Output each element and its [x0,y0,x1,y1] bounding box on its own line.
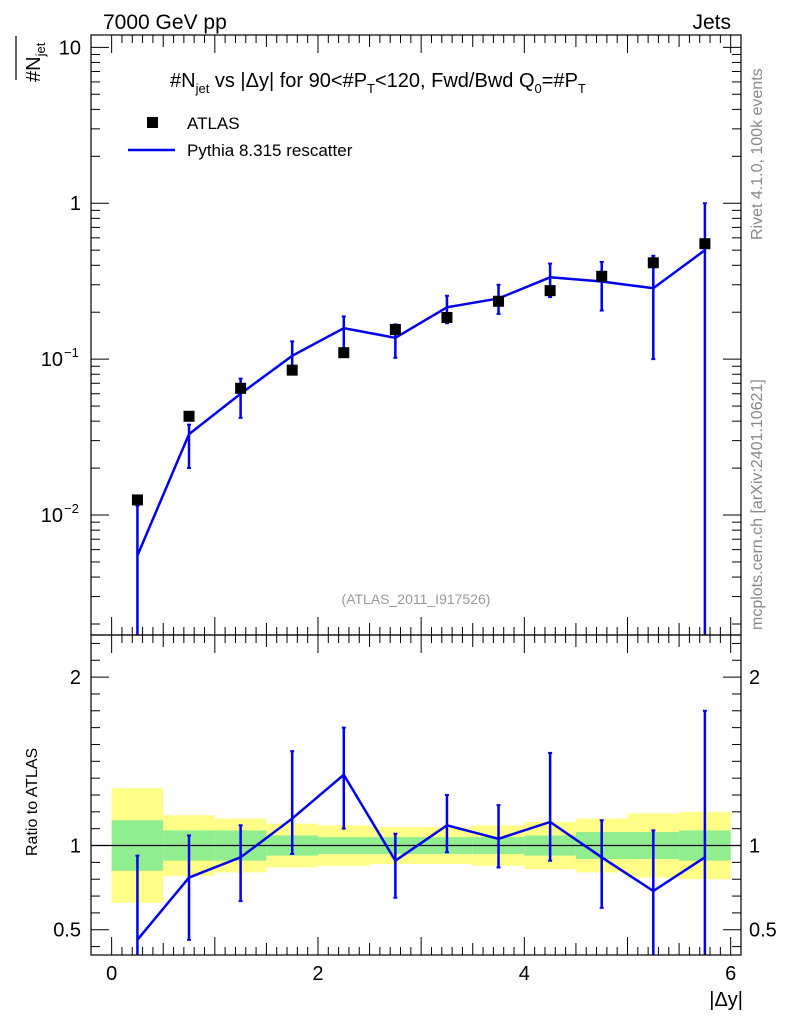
ratio-ytick-label-right-1: 1 [749,836,760,858]
main-ytick-label-1: 1 [70,193,81,215]
ratio-ylabel: Ratio to ATLAS [24,748,41,856]
ratio-ytick-label-left-2: 0.5 [53,920,81,942]
atlas-point-4 [338,347,350,359]
legend-atlas-marker [147,117,158,128]
legend-atlas-label: ATLAS [187,114,240,133]
main-panel-data [131,202,711,635]
header-right: Jets [692,11,731,34]
ratio-ytick-label-right-0: 2 [749,667,760,689]
ratio-panel-data [135,709,707,955]
atlas-point-2 [235,382,247,394]
atlas-point-7 [493,295,505,307]
ratio-ytick-label-right-2: 0.5 [749,920,777,942]
ratio-xlabel: |Δy| [709,989,743,1011]
main-ytick-exp-2: −1 [64,345,79,360]
xtick-label-0: 0 [106,963,117,985]
analysis-watermark: (ATLAS_2011_I917526) [342,591,491,607]
ratio-line [136,772,706,941]
main-ytick-label-2: 10 [41,349,63,371]
atlas-point-8 [544,285,556,297]
atlas-point-11 [699,238,711,250]
atlas-point-6 [441,311,453,323]
main-title: #Njet vs |Δy| for 90<#PT<120, Fwd/Bwd Q0… [170,70,586,96]
xtick-label-2: 4 [519,963,530,985]
atlas-point-9 [596,270,608,282]
xtick-label-3: 6 [725,963,736,985]
rivet-label: Rivet 4.1.0, 100k events [749,68,766,240]
ratio-ytick-label-left-0: 2 [70,667,81,689]
xtick-label-1: 2 [312,963,323,985]
ratio-ytick-label-left-1: 1 [70,836,81,858]
main-ytick-label-3: 10 [41,505,63,527]
ratio-frame [90,634,742,956]
legend-pythia-label: Pythia 8.315 rescatter [187,141,353,160]
main-ylabel: #Njet [23,42,48,82]
header-left: 7000 GeV pp [103,11,227,34]
main-ytick-label-0: 10 [59,37,81,59]
atlas-point-3 [286,364,298,376]
main-ytick-exp-3: −2 [64,501,79,516]
pythia-line [136,249,706,556]
mcplots-label: mcplots.cern.ch [arXiv:2401.10621] [749,379,766,630]
atlas-point-0 [131,494,143,506]
atlas-point-5 [389,323,401,335]
atlas-point-1 [183,410,195,422]
atlas-point-10 [647,257,659,269]
